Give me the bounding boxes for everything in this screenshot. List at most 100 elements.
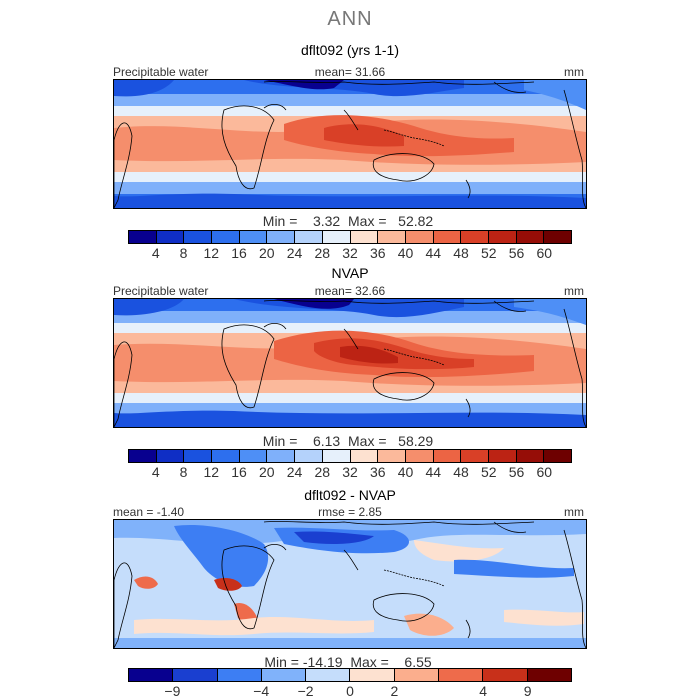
colorbar-tick-label: 16 [231,464,247,480]
colorbar-tick-label: 48 [453,245,469,261]
colorbar-tick-label: 40 [397,245,414,261]
panel-1-units-label: mm [564,65,584,79]
panel-2-units-label: mm [564,284,584,298]
colorbar-swatch [295,231,323,243]
colorbar-tick-label: 52 [480,245,497,261]
panel-3-units-label: mm [564,505,584,519]
colorbar-tick-label: 9 [523,683,532,699]
colorbar-tick-label: 24 [286,245,303,261]
colorbar-swatch [461,231,489,243]
panel-3-colorbar [128,668,572,682]
colorbar-swatch [173,669,218,681]
colorbar-swatch [156,231,185,243]
colorbar-tick-label: 32 [342,464,358,480]
colorbar-swatch [267,231,296,243]
panel-3-colorbar-ticks: −9 −4 −2 0 2 4 9 [128,683,572,699]
colorbar-swatch [239,231,268,243]
colorbar-tick-label: 44 [425,464,442,480]
panel-1-colorbar-ticks: 4 8 12 16 20 24 28 32 36 40 44 48 52 56 60 [128,245,572,263]
colorbar-tick-label: 8 [179,464,188,480]
colorbar-swatch [439,669,484,681]
colorbar-swatch [461,450,489,462]
panel-2-title: NVAP [331,265,369,281]
season-title: ANN [327,8,373,30]
panel-1-title: dflt092 (yrs 1-1) [300,42,400,58]
panel-2-field [114,299,586,427]
colorbar-tick-label: 8 [179,245,188,261]
colorbar-tick-label: 20 [258,245,275,261]
colorbar-tick-label: −9 [164,683,181,699]
panel-2-colorbar-ticks: 4 8 12 16 20 24 28 32 36 40 44 48 52 56 60 [128,464,572,482]
colorbar-swatch [378,231,406,243]
colorbar-swatch [295,450,323,462]
colorbar-tick-label: 2 [390,683,399,699]
colorbar-tick-label: 60 [536,464,553,480]
colorbar-swatch [350,669,395,681]
colorbar-tick-label: 20 [258,464,275,480]
colorbar-swatch [129,450,157,462]
colorbar-tick-label: 28 [314,464,331,480]
colorbar-tick-label: 56 [508,464,525,480]
colorbar-swatch [261,669,307,681]
panel-1-min-max: Min = 3.32 Max = 52.82 [262,213,434,229]
colorbar-swatch [544,231,571,243]
colorbar-swatch [184,450,213,462]
colorbar-swatch [378,450,406,462]
panel-3-title: dflt092 - NVAP [304,487,396,503]
colorbar-swatch [488,450,517,462]
colorbar-swatch [488,231,517,243]
panel-3-field [114,520,586,648]
colorbar-swatch [433,450,462,462]
colorbar-swatch [212,231,240,243]
colorbar-tick-label: 60 [536,245,553,261]
colorbar-tick-label: 0 [346,683,354,699]
colorbar-tick-label: 40 [397,464,414,480]
panel-2-min-max: Min = 6.13 Max = 58.29 [262,433,434,449]
colorbar-tick-label: 4 [479,683,488,699]
colorbar-tick-label: 32 [342,245,358,261]
panel-1-mean-label: mean= 31.66 [314,65,386,79]
colorbar-swatch [527,669,571,681]
colorbar-swatch [267,450,296,462]
colorbar-swatch [350,450,379,462]
colorbar-swatch [212,450,240,462]
panel-1-map [113,79,587,209]
panel-2-variable-label: Precipitable water [113,284,209,298]
colorbar-swatch [217,669,262,681]
panel-2-colorbar [128,449,572,463]
panel-1-variable-label: Precipitable water [113,65,209,79]
panel-1-field [114,80,586,208]
colorbar-swatch [239,450,268,462]
colorbar-swatch [129,231,157,243]
colorbar-tick-label: 36 [369,245,386,261]
colorbar-swatch [156,450,185,462]
colorbar-swatch [433,231,462,243]
colorbar-swatch [516,231,545,243]
colorbar-tick-label: 36 [369,464,386,480]
colorbar-tick-label: −2 [297,683,314,699]
panel-3-mean-label: mean = -1.40 [113,505,185,519]
panel-1-colorbar [128,230,572,244]
panel-3-map [113,519,587,649]
colorbar-tick-label: 12 [203,464,220,480]
panel-3-rmse-label: rmse = 2.85 [318,505,382,519]
colorbar-swatch [322,231,351,243]
colorbar-tick-label: 48 [453,464,469,480]
colorbar-swatch [394,669,440,681]
colorbar-tick-label: 28 [314,245,331,261]
colorbar-swatch [516,450,545,462]
colorbar-tick-label: 16 [231,245,247,261]
colorbar-tick-label: 4 [151,464,160,480]
colorbar-swatch [306,669,351,681]
colorbar-tick-label: 56 [508,245,525,261]
colorbar-tick-label: −4 [253,683,270,699]
colorbar-swatch [129,669,174,681]
colorbar-swatch [483,669,528,681]
colorbar-swatch [405,231,434,243]
panel-2-mean-label: mean= 32.66 [314,284,386,298]
colorbar-swatch [322,450,351,462]
colorbar-swatch [350,231,379,243]
colorbar-tick-label: 4 [151,245,160,261]
colorbar-swatch [405,450,434,462]
colorbar-swatch [184,231,213,243]
